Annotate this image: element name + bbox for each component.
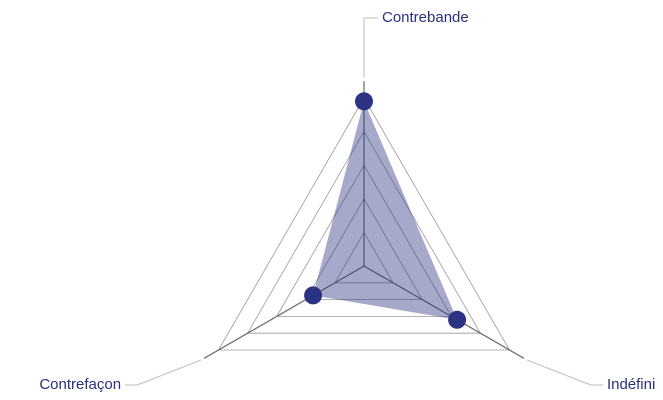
data-point — [304, 286, 323, 305]
axis-label: Contrefaçon — [39, 376, 121, 393]
grid-line — [305, 198, 423, 301]
grid-line — [246, 130, 482, 334]
data-point — [355, 92, 373, 111]
grid-line — [276, 164, 452, 317]
grid-line — [334, 231, 394, 284]
data-point — [448, 310, 467, 329]
leader-line — [526, 359, 592, 386]
radar-area — [313, 101, 458, 320]
axis-spoke — [363, 265, 525, 359]
leader-line — [136, 359, 202, 386]
axis-spoke — [203, 265, 365, 359]
axis-label: Indéfini — [607, 376, 655, 393]
grid-line — [217, 97, 511, 351]
axis-label: Contrebande — [382, 9, 469, 26]
